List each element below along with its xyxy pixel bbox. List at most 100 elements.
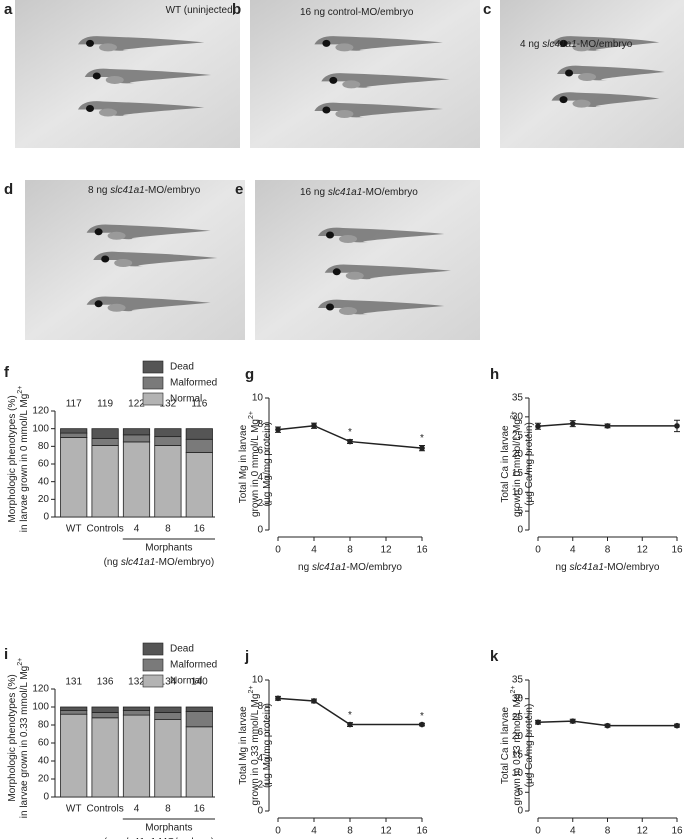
text-part: slc41a1 [121,557,155,568]
x-tick-label: 8 [165,804,171,815]
bar-segment [122,714,151,798]
larva-eye [322,106,331,114]
y-tick-label: 30 [512,693,524,704]
data-point [535,423,541,430]
text-part: 2+ [17,658,24,666]
x-tick-label: 8 [605,545,611,556]
y-tick-label: 60 [38,738,50,749]
x-tick-label: 12 [637,545,649,556]
bar-segment [91,437,119,446]
legend-label: Malformed [170,660,217,671]
photo-caption: WT (uninjected) [166,5,236,16]
bar-segment [122,441,151,518]
y-tick-label: 0 [517,525,523,536]
text-part: slc41a1 [110,185,144,196]
larva-eye [94,300,103,308]
bar-segment [60,710,88,715]
x-tick-label: 12 [380,545,392,556]
panel-letter: d [4,181,13,198]
n-label: 140 [191,677,208,688]
larva-eye [326,303,334,311]
text-part: (µg Mg/mg protein) [262,703,273,788]
x-tick-label: Controls [86,804,123,815]
bar-segment [60,437,88,518]
text-part: Total Ca in larvae [500,425,511,503]
data-point [311,422,317,429]
annotation: * [420,433,424,444]
n-label: 132 [128,677,145,688]
text-part: 4 ng [520,39,542,50]
n-label: 131 [65,677,82,688]
text-part: 2+ [248,686,255,694]
larva-yolk [107,303,126,312]
larva-yolk [572,43,591,52]
legend-swatch [142,392,164,406]
x-tick-label: 8 [165,524,171,535]
y-tick-label: 2 [257,498,263,509]
x-tick-label: 4 [134,804,140,815]
y-tick-label: 4 [257,753,263,764]
panel-letter: j [244,648,249,665]
photo-caption: 4 ng slc41a1-MO/embryo [520,39,633,50]
x-axis-label: ng slc41a1-MO/embryo [298,562,402,573]
bar-segment [60,706,88,711]
bar-segment [122,706,151,711]
photo [255,180,480,340]
annotation: * [420,711,424,722]
y-tick-label: 20 [512,731,524,742]
x-tick-label: 4 [134,524,140,535]
photo-caption: 16 ng slc41a1-MO/embryo [300,187,418,198]
text-part: -MO/embryo [577,39,633,50]
group-sublabel: (ng slc41a1-MO/embryo) [104,557,215,568]
y-tick-label: 35 [512,675,524,686]
y-tick-label: 15 [512,468,524,479]
panel-letter: a [4,1,13,18]
text-part: grown in 0 mmol/L Mg [250,419,261,517]
text-part: slc41a1 [328,187,362,198]
y-tick-label: 20 [38,494,50,505]
bar-segment [122,434,151,443]
y-axis-label: grown in 0 mmol/L Mg2+ [248,411,260,517]
larva-yolk [345,271,364,280]
text-part: Morphologic phenotypes (%) [7,674,18,801]
x-tick-label: 16 [671,545,683,556]
text-part: grown in 0 mmol/L Mg [512,419,523,517]
legend-swatch [142,642,164,656]
text-part: -MO/embryo [604,562,660,573]
n-label: 117 [66,399,82,410]
panel-letter: e [235,181,243,198]
bar-segment [122,428,151,436]
x-tick-label: 16 [194,524,206,535]
y-tick-label: 0 [43,512,49,523]
y-axis-label: Total Ca in larvae [500,425,511,503]
bar-segment [185,428,213,440]
text-part: 2+ [248,411,255,419]
larva-yolk [339,235,357,243]
x-tick-label: WT [66,524,82,535]
text-part: grown in 0.33 mmol/L Mg [512,694,523,806]
text-part: slc41a1 [312,562,346,573]
data-line [537,422,677,428]
text-part: -MO/embryo [346,562,402,573]
x-tick-label: 16 [416,826,428,837]
y-tick-label: 80 [38,441,50,452]
x-tick-label: 16 [671,826,683,837]
y-tick-label: 10 [512,487,524,498]
y-axis-label: Total Mg in larvae [238,424,249,503]
bar-segment [91,706,119,713]
x-tick-label: 4 [311,826,317,837]
bar-segment [91,445,119,518]
text-part: 8 ng [88,185,110,196]
panel-letter: i [4,646,8,663]
text-part: ng [556,562,570,573]
larva-eye [92,72,101,80]
panel-letter: h [490,366,499,383]
larva-yolk [335,43,354,52]
x-tick-label: 12 [380,826,392,837]
text-part: Total Mg in larvae [238,706,249,785]
y-tick-label: 8 [257,419,263,430]
y-tick-label: 6 [257,727,263,738]
y-axis-label: grown in 0 mmol/L Mg2+ [510,411,522,517]
n-label: 136 [97,677,114,688]
